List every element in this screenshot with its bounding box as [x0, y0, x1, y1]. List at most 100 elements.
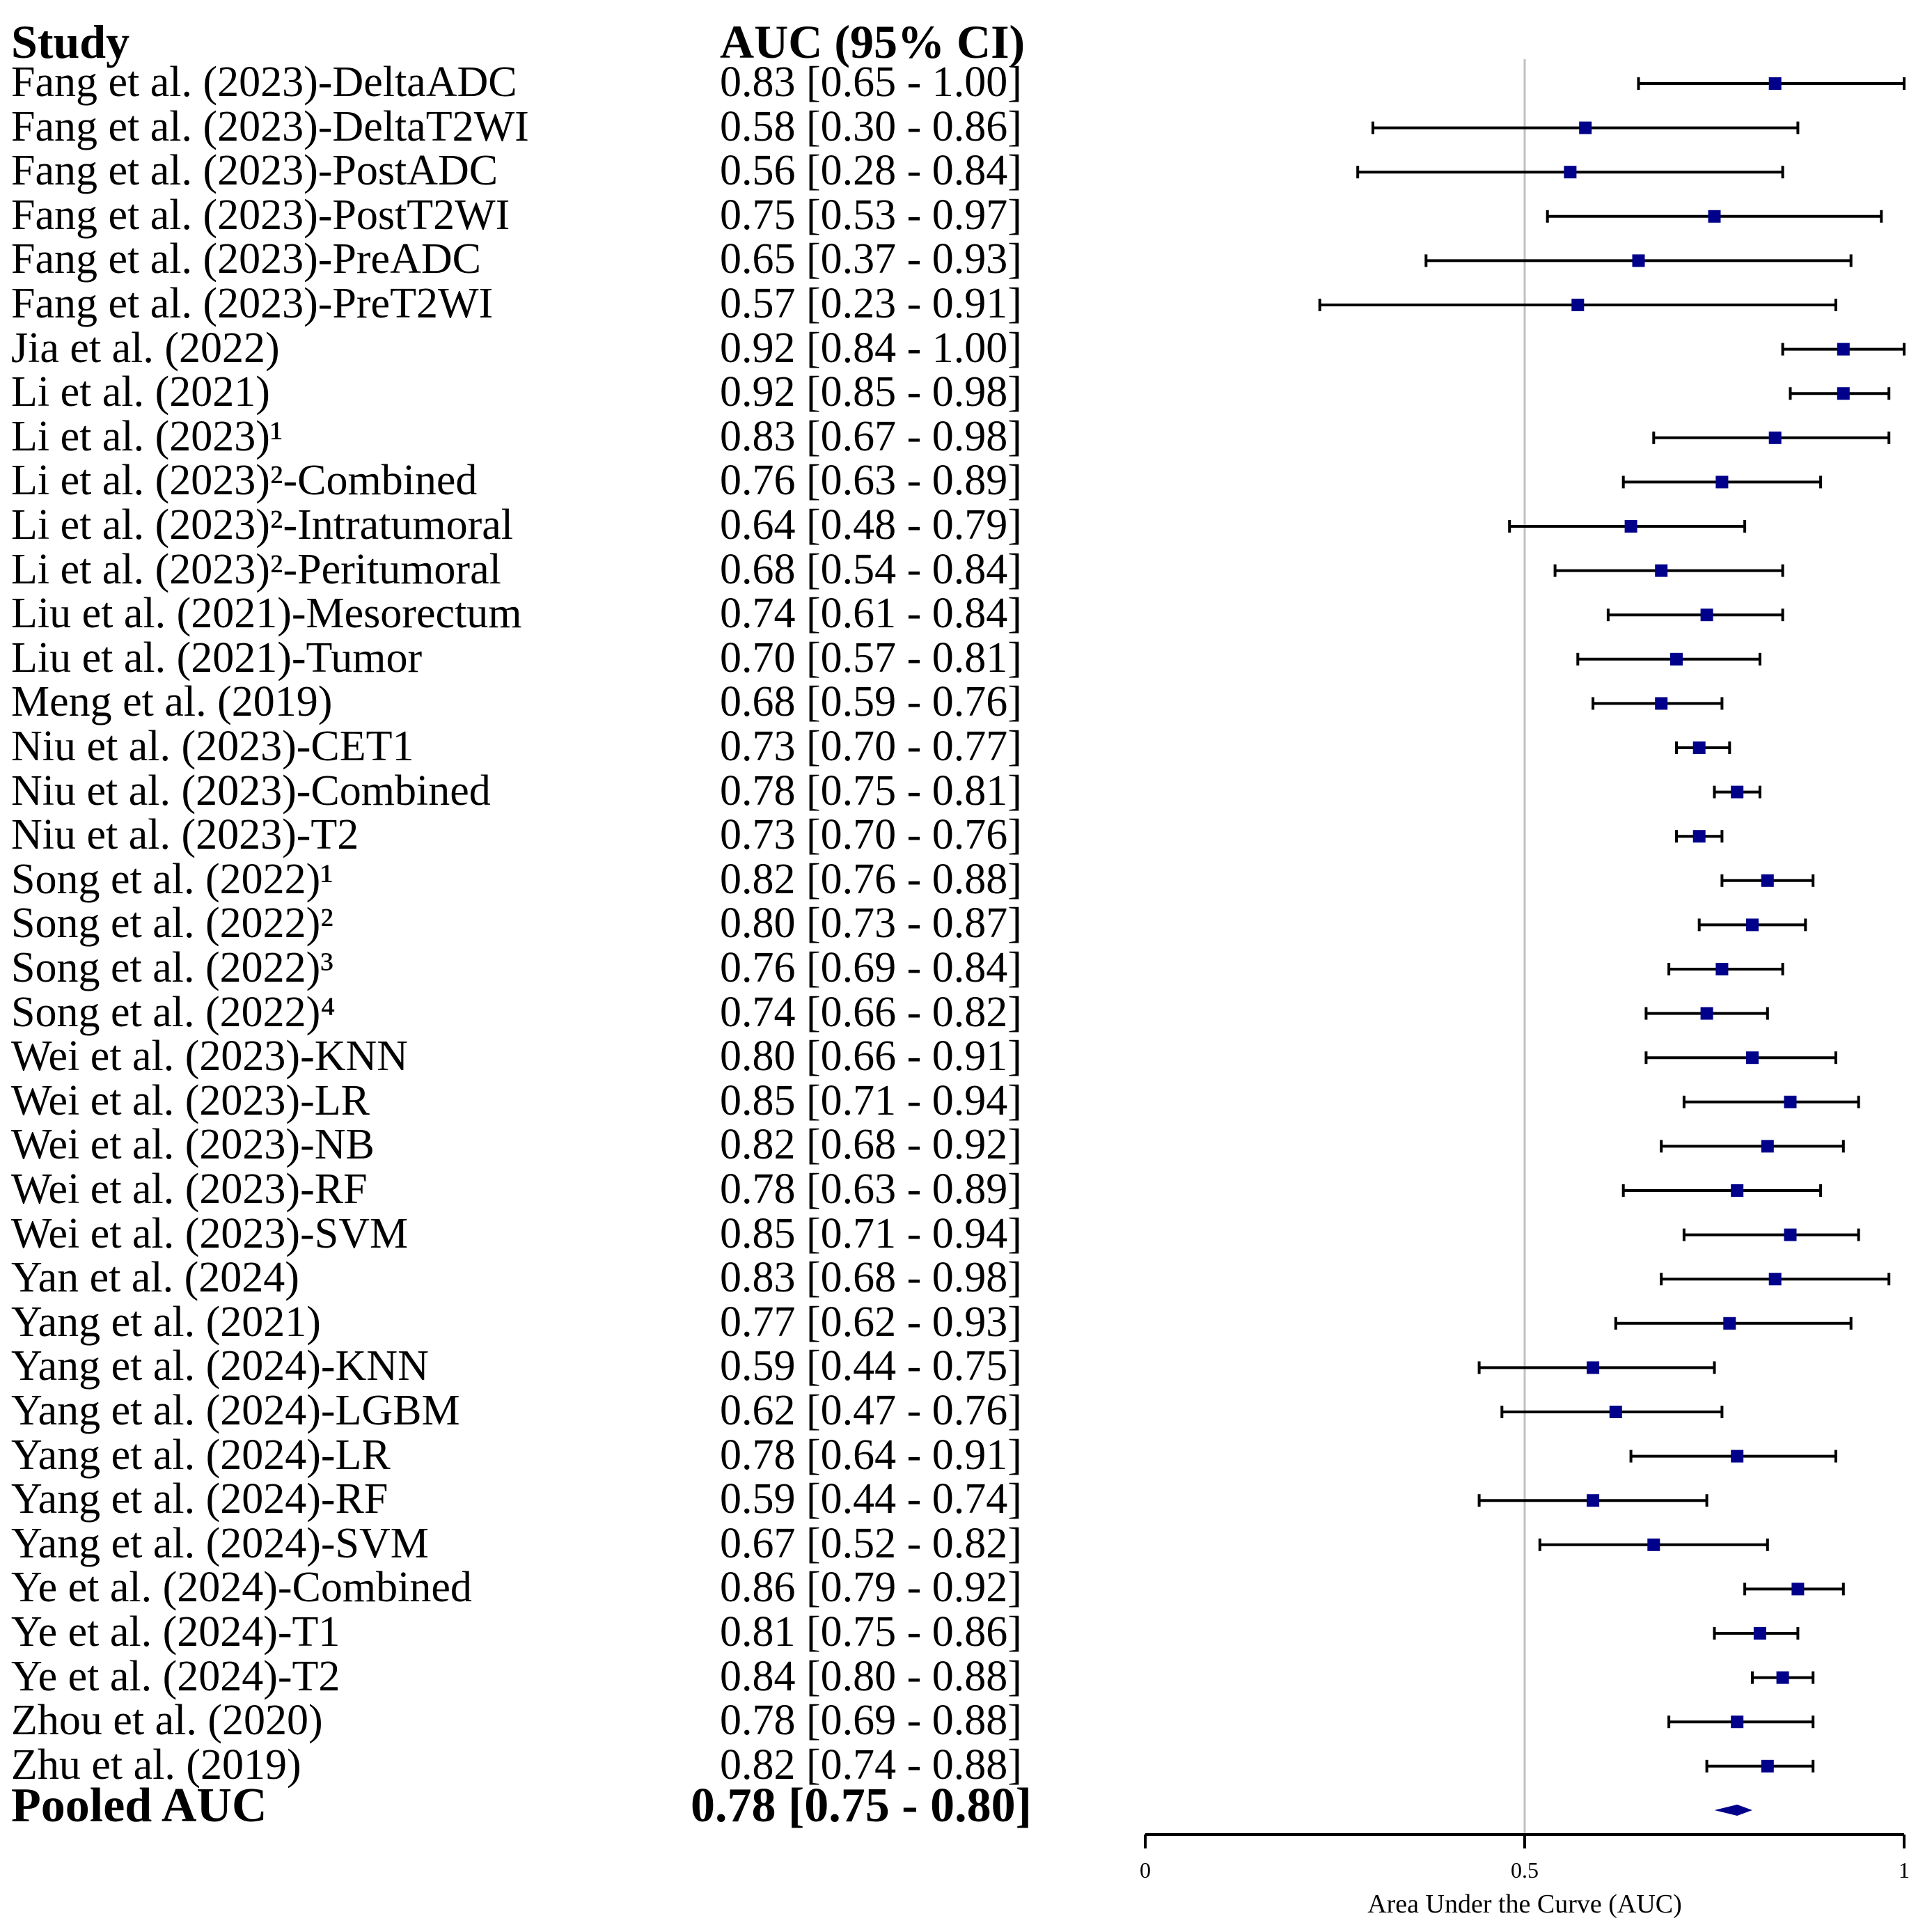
auc-marker	[1609, 1406, 1622, 1418]
auc-marker	[1768, 77, 1782, 90]
study-auc-value: 0.84 [0.80 - 0.88]	[720, 1652, 1022, 1700]
study-label: Li et al. (2023)¹	[11, 412, 283, 460]
auc-marker	[1731, 785, 1744, 799]
study-label: Fang et al. (2023)-PostADC	[11, 147, 498, 195]
study-auc-value: 0.59 [0.44 - 0.74]	[720, 1475, 1022, 1523]
auc-marker	[1753, 1627, 1766, 1640]
study-auc-value: 0.78 [0.75 - 0.81]	[720, 767, 1022, 815]
study-label: Fang et al. (2023)-DeltaADC	[11, 58, 517, 106]
study-auc-value: 0.78 [0.64 - 0.91]	[720, 1431, 1022, 1479]
auc-marker	[1655, 564, 1668, 577]
study-label: Li et al. (2023)²-Combined	[11, 457, 478, 505]
study-label: Fang et al. (2023)-PostT2WI	[11, 191, 510, 239]
study-label: Song et al. (2022)¹	[11, 855, 333, 903]
study-auc-value: 0.64 [0.48 - 0.79]	[720, 501, 1022, 549]
study-auc-value: 0.68 [0.54 - 0.84]	[720, 545, 1022, 593]
auc-marker	[1768, 1273, 1782, 1286]
auc-marker	[1655, 697, 1668, 710]
study-auc-value: 0.83 [0.67 - 0.98]	[720, 412, 1022, 460]
study-label: Wei et al. (2023)-SVM	[11, 1209, 409, 1257]
auc-marker	[1746, 918, 1759, 932]
study-label: Yan et al. (2024)	[11, 1254, 299, 1302]
study-label: Wei et al. (2023)-NB	[11, 1121, 375, 1169]
study-auc-value: 0.82 [0.74 - 0.88]	[720, 1741, 1022, 1789]
study-auc-value: 0.75 [0.53 - 0.97]	[720, 191, 1022, 239]
study-auc-value: 0.73 [0.70 - 0.76]	[720, 811, 1022, 859]
study-label: Yang et al. (2024)-LGBM	[11, 1387, 460, 1434]
auc-marker	[1791, 1582, 1805, 1596]
auc-marker	[1731, 1184, 1744, 1197]
auc-marker	[1731, 1450, 1744, 1463]
study-label: Song et al. (2022)⁴	[11, 988, 336, 1036]
study-label: Zhou et al. (2020)	[11, 1697, 323, 1745]
study-auc-value: 0.73 [0.70 - 0.77]	[720, 723, 1022, 770]
study-label: Li et al. (2021)	[11, 368, 270, 416]
x-tick-label: 0	[1140, 1858, 1151, 1883]
study-label: Liu et al. (2021)-Mesorectum	[11, 590, 522, 638]
study-label: Yang et al. (2024)-RF	[11, 1475, 388, 1523]
auc-marker	[1708, 210, 1721, 223]
study-auc-value: 0.62 [0.47 - 0.76]	[720, 1387, 1022, 1434]
study-label: Fang et al. (2023)-PreT2WI	[11, 280, 494, 327]
study-label: Wei et al. (2023)-LR	[11, 1076, 370, 1124]
study-label: Niu et al. (2023)-Combined	[11, 767, 491, 815]
auc-column-header: AUC (95% CI)	[720, 15, 1026, 68]
study-auc-value: 0.82 [0.76 - 0.88]	[720, 855, 1022, 903]
study-auc-value: 0.59 [0.44 - 0.75]	[720, 1342, 1022, 1390]
auc-marker	[1670, 652, 1683, 666]
auc-marker	[1784, 1228, 1797, 1241]
x-ticks: 0 0.5 1	[1140, 1835, 1910, 1883]
auc-marker	[1761, 1759, 1774, 1773]
study-auc-value: 0.65 [0.37 - 0.93]	[720, 235, 1022, 283]
auc-marker	[1761, 874, 1774, 887]
auc-marker	[1692, 741, 1706, 754]
auc-marker	[1632, 254, 1645, 267]
auc-marker	[1731, 1715, 1744, 1729]
study-label: Song et al. (2022)²	[11, 900, 333, 948]
study-label: Li et al. (2023)²-Peritumoral	[11, 545, 501, 593]
study-auc-value: 0.78 [0.69 - 0.88]	[720, 1697, 1022, 1745]
study-auc-value: 0.68 [0.59 - 0.76]	[720, 678, 1022, 726]
auc-marker	[1587, 1361, 1600, 1374]
study-auc-value: 0.80 [0.73 - 0.87]	[720, 900, 1022, 948]
auc-marker	[1723, 1317, 1736, 1330]
study-auc-value: 0.83 [0.68 - 0.98]	[720, 1254, 1022, 1302]
study-auc-value: 0.76 [0.69 - 0.84]	[720, 944, 1022, 991]
study-label: Ye et al. (2024)-T2	[11, 1652, 340, 1700]
study-auc-value: 0.74 [0.61 - 0.84]	[720, 590, 1022, 638]
study-label: Fang et al. (2023)-DeltaT2WI	[11, 102, 529, 150]
study-auc-value: 0.58 [0.30 - 0.86]	[720, 102, 1022, 150]
study-column-header: Study	[11, 15, 130, 68]
study-label: Ye et al. (2024)-Combined	[11, 1564, 472, 1612]
pooled-auc-value: 0.78 [0.75 - 0.80]	[691, 1779, 1032, 1832]
study-label: Song et al. (2022)³	[11, 944, 333, 991]
study-auc-value: 0.56 [0.28 - 0.84]	[720, 147, 1022, 195]
auc-marker	[1746, 1051, 1759, 1065]
study-label: Yang et al. (2021)	[11, 1298, 321, 1346]
study-auc-value: 0.85 [0.71 - 0.94]	[720, 1209, 1022, 1257]
study-auc-value: 0.81 [0.75 - 0.86]	[720, 1608, 1022, 1656]
study-auc-value: 0.77 [0.62 - 0.93]	[720, 1298, 1022, 1346]
study-auc-value: 0.86 [0.79 - 0.92]	[720, 1564, 1022, 1612]
study-label: Liu et al. (2021)-Tumor	[11, 634, 423, 682]
study-label: Wei et al. (2023)-RF	[11, 1165, 368, 1213]
auc-marker	[1647, 1538, 1660, 1551]
auc-marker	[1579, 121, 1592, 134]
auc-marker	[1692, 830, 1706, 843]
study-label: Niu et al. (2023)-CET1	[11, 723, 414, 770]
study-auc-value: 0.78 [0.63 - 0.89]	[720, 1165, 1022, 1213]
study-auc-value: 0.57 [0.23 - 0.91]	[720, 280, 1022, 327]
study-label: Wei et al. (2023)-KNN	[11, 1032, 409, 1081]
study-auc-value: 0.85 [0.71 - 0.94]	[720, 1076, 1022, 1124]
study-label: Meng et al. (2019)	[11, 678, 333, 726]
auc-marker	[1571, 299, 1585, 311]
study-auc-value: 0.80 [0.66 - 0.91]	[720, 1032, 1022, 1081]
study-label: Yang et al. (2024)-SVM	[11, 1519, 429, 1567]
pooled-label: Pooled AUC	[11, 1779, 267, 1832]
auc-marker	[1715, 963, 1729, 975]
auc-marker	[1624, 520, 1637, 533]
study-label: Ye et al. (2024)-T1	[11, 1608, 340, 1656]
x-axis-label: Area Under the Curve (AUC)	[1367, 1890, 1682, 1919]
study-label: Fang et al. (2023)-PreADC	[11, 235, 481, 283]
